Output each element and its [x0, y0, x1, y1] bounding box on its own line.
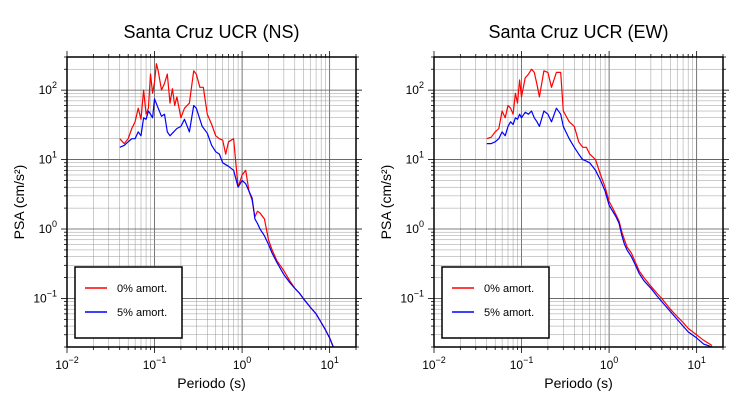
y-tick-label: 100	[406, 219, 424, 236]
x-tick-label: 10−1	[510, 355, 534, 372]
y-tick-label: 102	[39, 80, 57, 97]
tick-marks	[61, 51, 362, 353]
legend-label: 0% amort.	[484, 283, 534, 295]
legend-box	[441, 266, 550, 339]
x-tick-label: 101	[320, 355, 338, 372]
series-line-5pct	[486, 107, 713, 348]
series-line-0pct	[119, 63, 334, 348]
x-tick-label: 100	[233, 355, 251, 372]
y-tick-label: 10−1	[33, 288, 57, 305]
chart-title: Santa Cruz UCR (EW)	[488, 22, 668, 42]
chart-panel-ew: 10−2 10−1 100 101 10−1 100 101 102 Santa Cruz UC…	[378, 22, 729, 391]
x-tick-label: 10−2	[55, 355, 79, 372]
x-tick-label: 100	[600, 355, 618, 372]
plot-frame	[433, 56, 724, 348]
y-tick-label: 102	[406, 80, 424, 97]
plot-frame	[66, 56, 357, 348]
x-axis-label: Periodo (s)	[544, 375, 612, 391]
x-tick-label: 10−1	[143, 355, 167, 372]
tick-marks	[428, 51, 729, 353]
legend-label: 5% amort.	[117, 307, 167, 319]
y-tick-label: 10−1	[400, 288, 424, 305]
y-tick-label: 100	[39, 219, 57, 236]
legend-label: 5% amort.	[484, 307, 534, 319]
legend-label: 0% amort.	[117, 283, 167, 295]
y-axis-label: PSA (cm/s²)	[378, 165, 394, 240]
x-tick-label: 101	[687, 355, 705, 372]
y-tick-label: 101	[39, 150, 57, 167]
legend-box	[74, 266, 183, 339]
legend: 0% amort. 5% amort.	[74, 266, 183, 339]
series-line-0pct	[486, 68, 713, 347]
legend: 0% amort. 5% amort.	[441, 266, 550, 339]
y-tick-label: 101	[406, 150, 424, 167]
y-axis-label: PSA (cm/s²)	[11, 165, 27, 240]
series-line-5pct	[119, 98, 334, 348]
chart-panel-ns: 10−2 10−1 100 101 10−1 100 101 102 Santa Cruz UC…	[11, 22, 362, 391]
chart-title: Santa Cruz UCR (NS)	[123, 22, 299, 42]
x-axis-label: Periodo (s)	[177, 375, 245, 391]
x-tick-label: 10−2	[422, 355, 446, 372]
